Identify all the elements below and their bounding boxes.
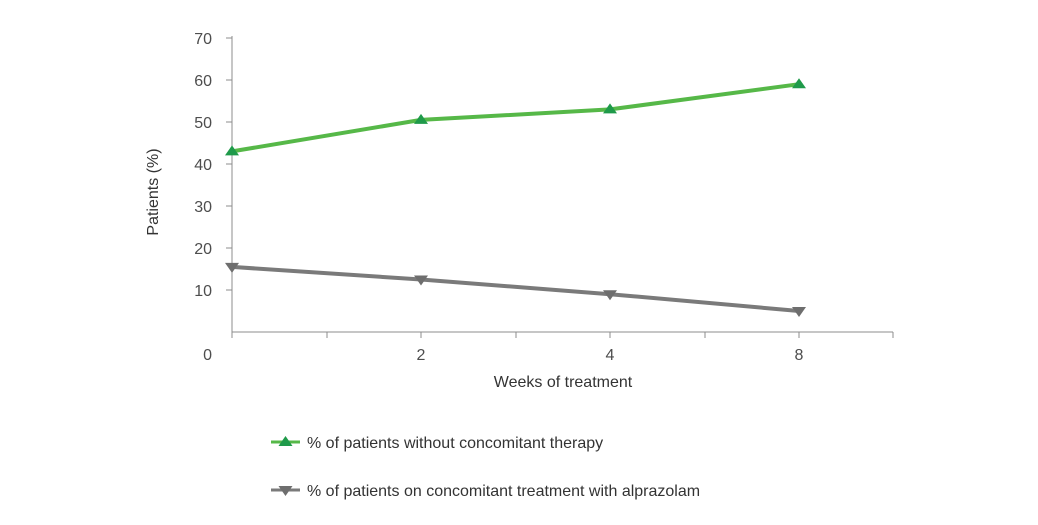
y-tick-label: 30 xyxy=(194,199,212,216)
legend: % of patients without concomitant therap… xyxy=(271,435,700,500)
series-0-point xyxy=(603,103,617,114)
x-tick-label: 4 xyxy=(606,347,615,364)
series-line-0 xyxy=(231,82,800,154)
y-ticks: 0 10 20 30 40 50 60 70 xyxy=(194,31,232,364)
legend-marker-1 xyxy=(278,486,293,496)
plot-area xyxy=(225,78,806,317)
x-tick-label: 2 xyxy=(417,347,426,364)
legend-item-series-1: % of patients on concomitant treatment w… xyxy=(271,483,700,500)
series-0-point xyxy=(792,78,806,89)
series-0-point xyxy=(225,145,239,156)
x-tick-label: 8 xyxy=(795,347,804,364)
x-axis-title: Weeks of treatment xyxy=(494,374,633,391)
legend-item-series-0: % of patients without concomitant therap… xyxy=(271,435,603,452)
y-tick-label: 0 xyxy=(203,347,212,364)
y-tick-label: 40 xyxy=(194,157,212,174)
legend-marker-0 xyxy=(278,436,293,446)
y-tick-label: 20 xyxy=(194,241,212,258)
y-tick-label: 60 xyxy=(194,73,212,90)
legend-label-1: % of patients on concomitant treatment w… xyxy=(307,483,700,500)
series-0-point xyxy=(414,113,428,124)
legend-label-0: % of patients without concomitant therap… xyxy=(307,435,603,452)
y-tick-label: 10 xyxy=(194,283,212,300)
series-line-1 xyxy=(231,264,800,313)
series-1-point xyxy=(792,307,806,317)
y-axis-title: Patients (%) xyxy=(145,148,162,235)
series-1-point xyxy=(414,275,428,286)
series-1-point xyxy=(603,290,617,301)
y-tick-label: 50 xyxy=(194,115,212,132)
x-ticks: 2 4 8 xyxy=(231,332,894,364)
y-tick-label: 70 xyxy=(194,31,212,48)
series-1-point xyxy=(225,262,239,273)
